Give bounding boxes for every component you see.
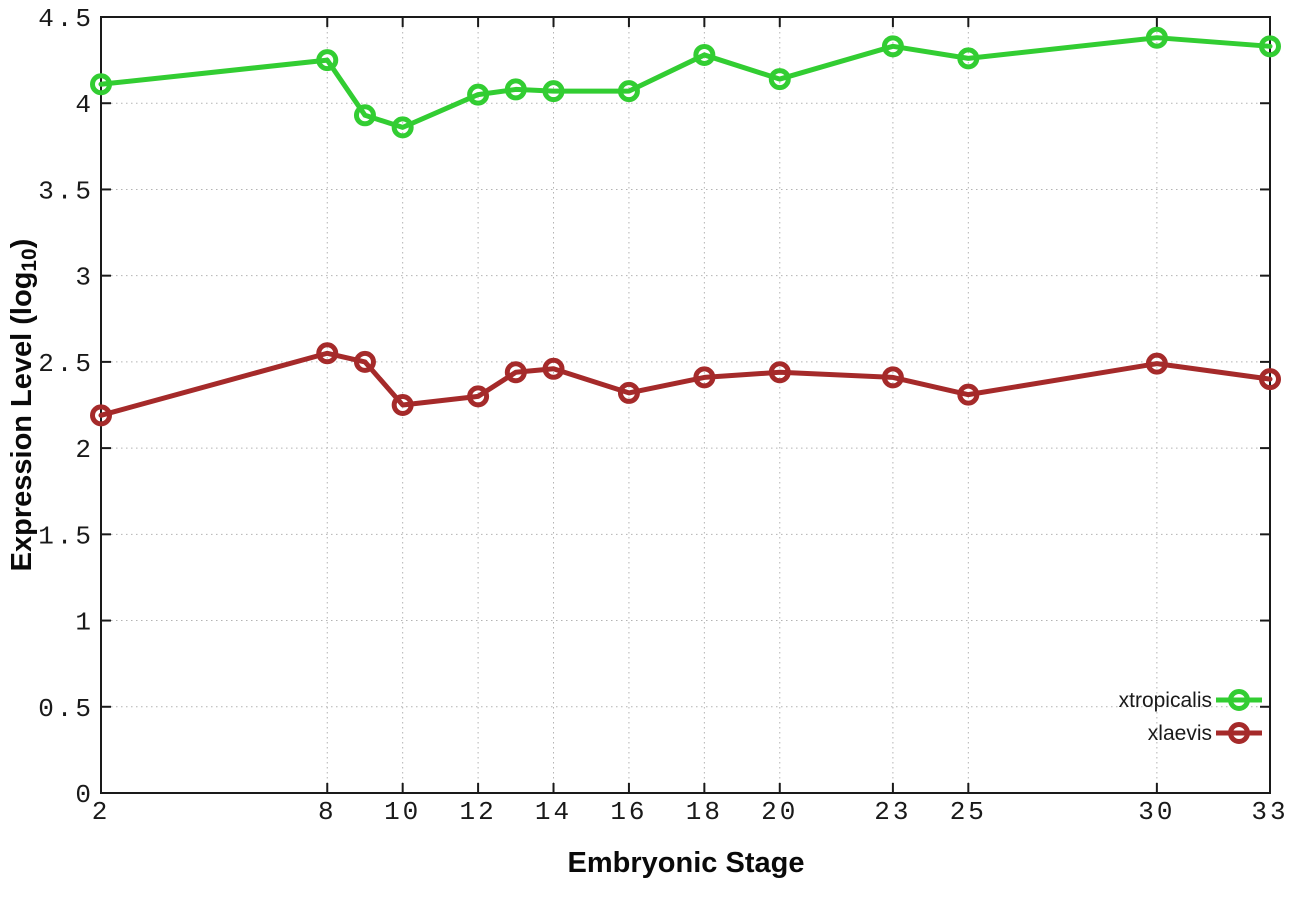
y-tick-label: 4.5	[38, 4, 94, 34]
data-point-xlaevis	[504, 361, 527, 384]
legend-label-xlaevis: xlaevis	[1148, 722, 1212, 745]
y-axis-title: Expression Level (log10)	[2, 105, 42, 705]
legend-marker-xtropicalis	[1228, 689, 1250, 711]
data-point-xtropicalis	[1145, 26, 1168, 49]
legend-label-xtropicalis: xtropicalis	[1119, 689, 1212, 712]
data-point-xlaevis	[90, 404, 112, 427]
y-axis-title-close: )	[6, 238, 38, 249]
x-axis-title: Embryonic Stage	[567, 847, 805, 879]
data-point-xlaevis	[316, 342, 339, 365]
data-point-xtropicalis	[1259, 35, 1281, 58]
data-point-xlaevis	[881, 366, 904, 389]
data-point-xtropicalis	[353, 104, 376, 127]
series-line-xtropicalis	[98, 35, 1273, 130]
x-tick-label: 14	[535, 797, 572, 827]
data-point-xlaevis	[467, 385, 490, 408]
data-point-xlaevis	[957, 383, 980, 406]
data-point-xtropicalis	[391, 116, 414, 139]
x-tick-label: 33	[1251, 797, 1288, 827]
x-tick-label: 20	[761, 797, 798, 827]
y-tick-label: 0.5	[38, 694, 94, 724]
x-tick-label: 2	[92, 797, 111, 827]
y-axis-title-subscript: 10	[18, 248, 42, 272]
data-point-xtropicalis	[504, 78, 527, 101]
data-point-xlaevis	[391, 394, 414, 416]
data-point-xlaevis	[1145, 352, 1168, 375]
data-point-xtropicalis	[957, 47, 980, 70]
data-point-xlaevis	[617, 381, 640, 404]
x-tick-label: 10	[384, 797, 421, 827]
x-tick-label: 12	[459, 797, 496, 827]
y-tick-label: 2.5	[38, 349, 94, 379]
series-line-xlaevis	[98, 350, 1273, 418]
x-tick-label: 30	[1138, 797, 1175, 827]
data-point-xtropicalis	[90, 73, 112, 96]
data-point-xlaevis	[768, 361, 791, 384]
data-point-xtropicalis	[693, 43, 716, 66]
data-point-xtropicalis	[881, 35, 904, 58]
y-tick-label: 2	[75, 435, 94, 465]
legend-marker-xlaevis	[1228, 722, 1250, 744]
data-point-xlaevis	[353, 350, 376, 373]
y-tick-label: 1.5	[38, 521, 94, 551]
plot-border	[100, 16, 1271, 794]
data-point-xtropicalis	[542, 80, 565, 103]
y-tick-label: 3.5	[38, 176, 94, 206]
x-tick-label: 25	[950, 797, 987, 827]
x-tick-label: 16	[610, 797, 647, 827]
data-point-xtropicalis	[617, 80, 640, 103]
data-point-xtropicalis	[467, 83, 490, 106]
x-tick-label: 8	[318, 797, 337, 827]
y-tick-label: 3	[75, 263, 94, 293]
y-tick-label: 4	[75, 90, 94, 120]
data-point-xlaevis	[693, 366, 716, 389]
data-point-xlaevis	[1259, 368, 1281, 391]
x-tick-label: 18	[686, 797, 723, 827]
y-tick-label: 1	[75, 608, 94, 638]
data-point-xtropicalis	[316, 49, 339, 72]
x-tick-label: 23	[874, 797, 911, 827]
data-point-xtropicalis	[768, 68, 791, 91]
y-axis-title-text: Expression Level (log	[6, 271, 38, 572]
data-point-xlaevis	[542, 357, 565, 380]
y-tick-label: 0	[75, 780, 94, 810]
